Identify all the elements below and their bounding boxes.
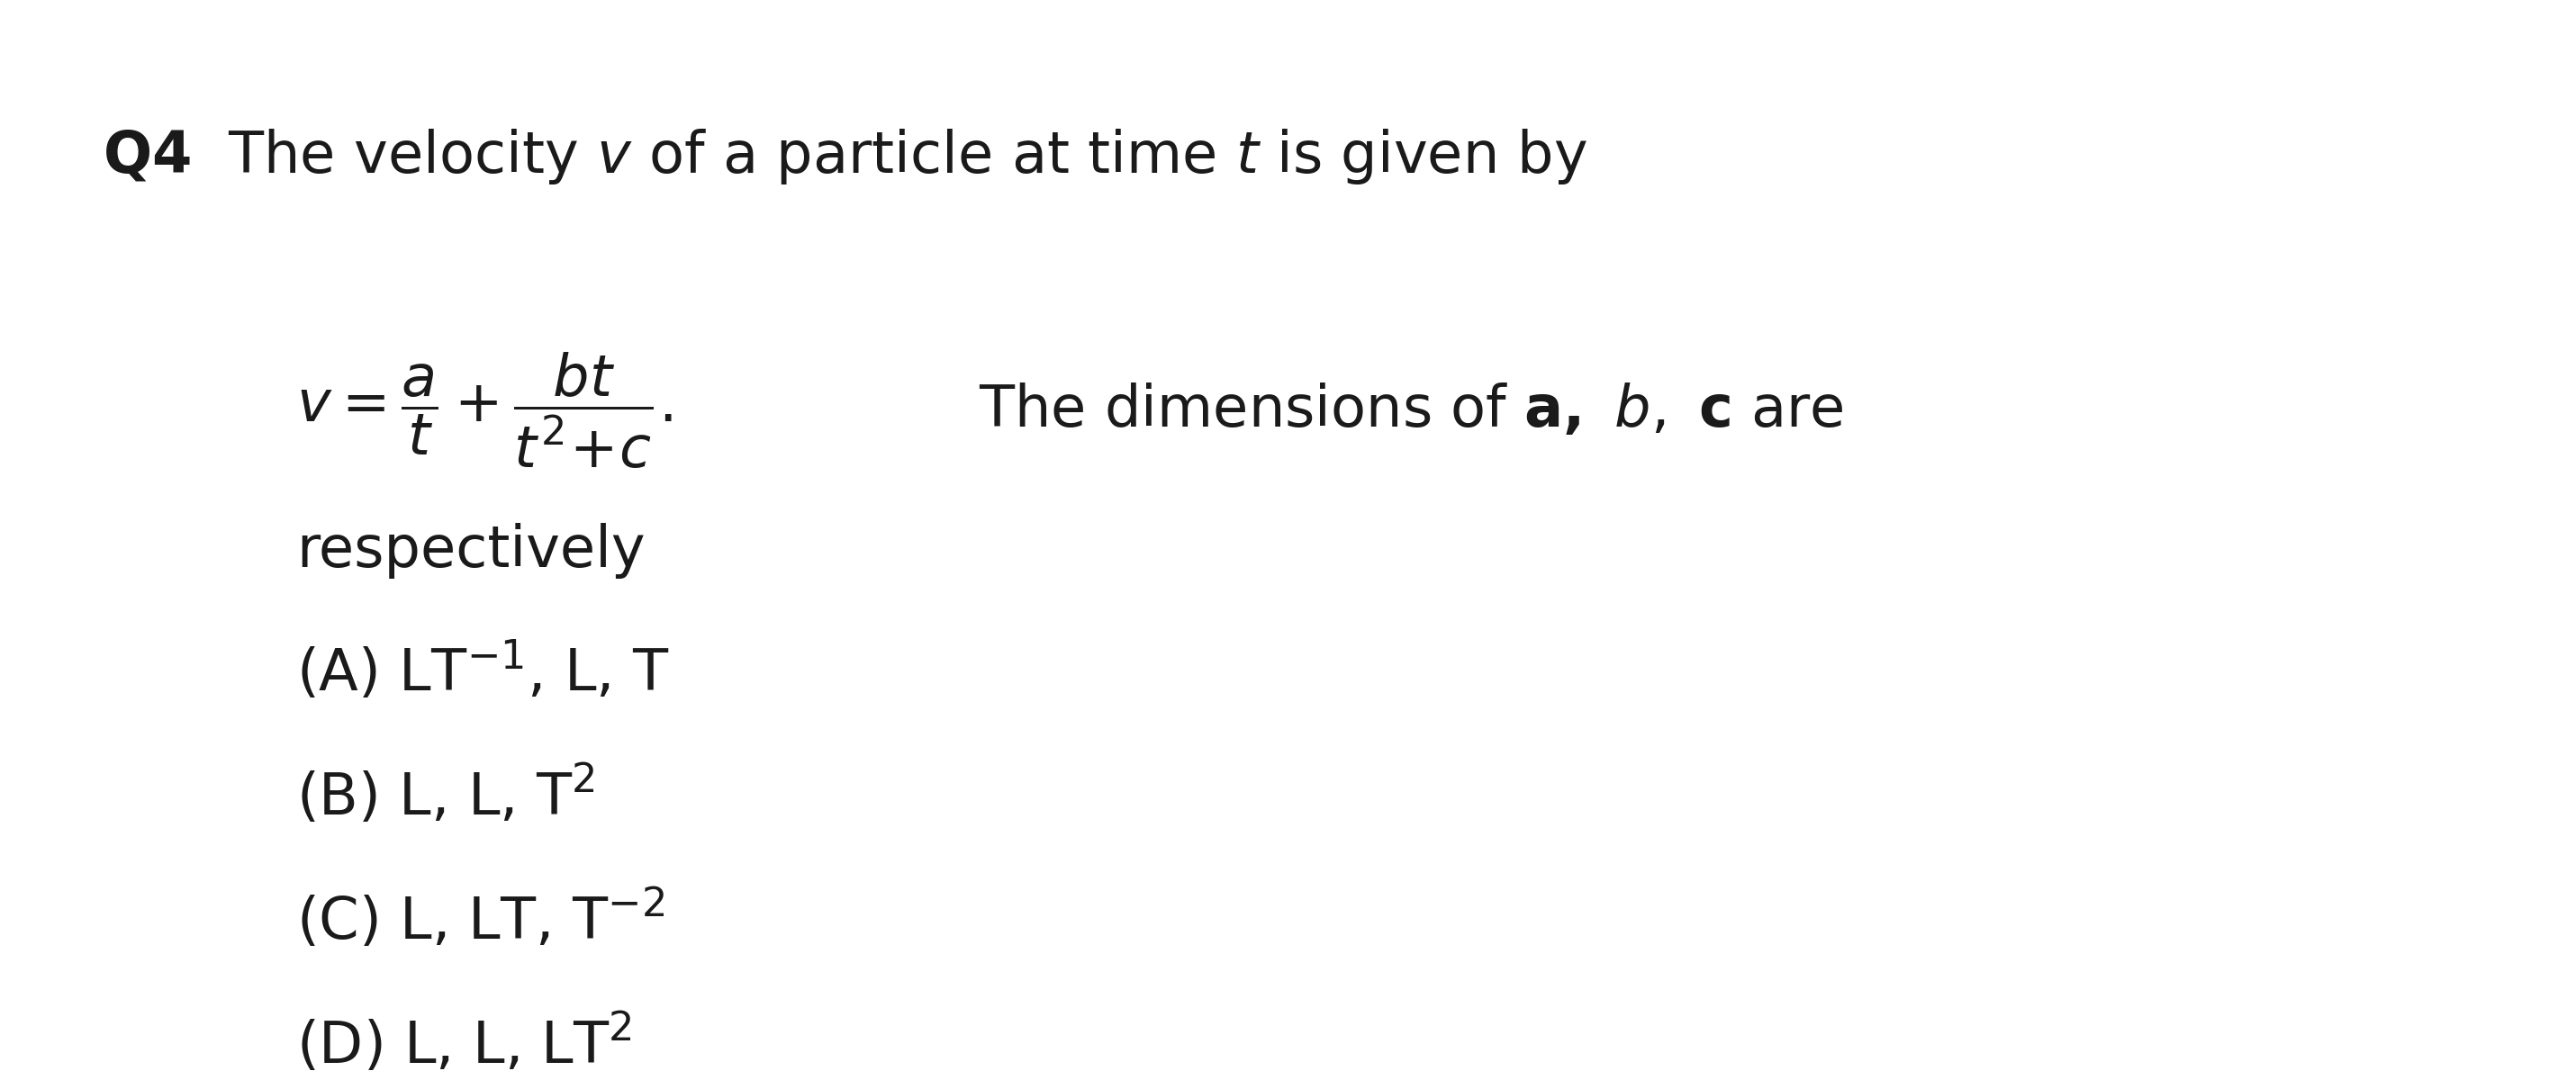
Text: (B) L, L, T$^2$: (B) L, L, T$^2$ — [296, 764, 595, 827]
Text: $\mathbf{Q4}$  The velocity $\mathbf{\mathit{v}}$ of a particle at time $\mathbf: $\mathbf{Q4}$ The velocity $\mathbf{\mat… — [103, 126, 1589, 186]
Text: (C) L, LT, T$^{-2}$: (C) L, LT, T$^{-2}$ — [296, 888, 665, 951]
Text: respectively: respectively — [296, 523, 644, 579]
Text: $v = \dfrac{a}{t} + \dfrac{bt}{t^2\!+\!c}$.: $v = \dfrac{a}{t} + \dfrac{bt}{t^2\!+\!c… — [296, 351, 672, 470]
Text: The dimensions of $\mathbf{a,}$ $\mathbf{\mathit{b,}}$ $\mathbf{c}$ are: The dimensions of $\mathbf{a,}$ $\mathbf… — [979, 382, 1844, 438]
Text: (A) LT$^{-1}$, L, T: (A) LT$^{-1}$, L, T — [296, 640, 670, 703]
Text: (D) L, L, LT$^2$: (D) L, L, LT$^2$ — [296, 1012, 631, 1076]
